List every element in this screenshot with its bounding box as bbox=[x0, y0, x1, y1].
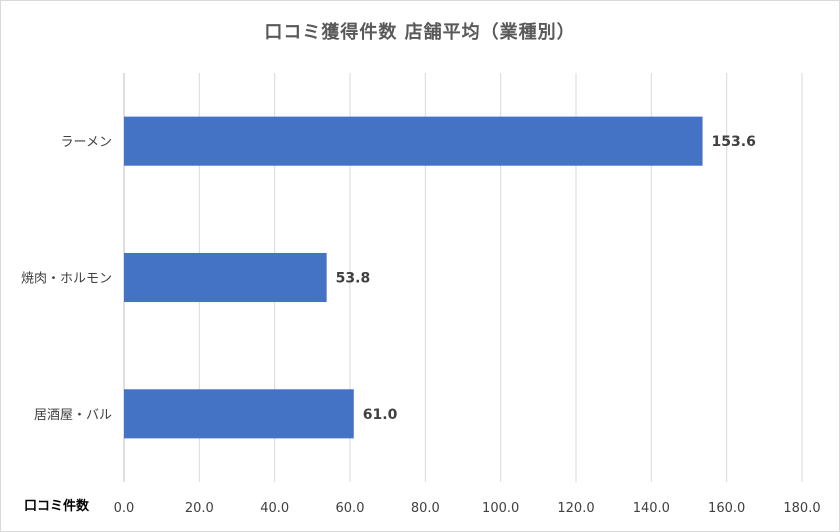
bar bbox=[124, 116, 703, 166]
x-tick-label: 60.0 bbox=[336, 501, 365, 516]
category-label: ラーメン bbox=[61, 135, 112, 150]
x-tick-label: 180.0 bbox=[783, 501, 820, 516]
x-tick-label: 140.0 bbox=[633, 501, 670, 516]
chart-title: 口コミ獲得件数 店舗平均（業種別） bbox=[264, 22, 576, 43]
data-label: 53.8 bbox=[336, 271, 371, 287]
category-label: 焼肉・ホルモン bbox=[21, 272, 112, 287]
x-tick-labels: 0.0 20.0 40.0 60.0 80.0 100.0 120.0 140.0 160.0 1… bbox=[114, 501, 821, 516]
category-label: 居酒屋・バル bbox=[34, 408, 112, 423]
data-label: 61.0 bbox=[363, 407, 398, 423]
x-tick-label: 20.0 bbox=[185, 501, 214, 516]
x-axis-title: 口コミ件数 bbox=[24, 499, 90, 514]
bars bbox=[124, 116, 703, 439]
x-tick-label: 80.0 bbox=[411, 501, 440, 516]
data-label: 153.6 bbox=[712, 134, 756, 150]
x-tick-label: 40.0 bbox=[260, 501, 289, 516]
x-tick-label: 160.0 bbox=[708, 501, 745, 516]
x-tick-label: 120.0 bbox=[557, 501, 594, 516]
bar bbox=[124, 252, 327, 303]
x-tick-label: 100.0 bbox=[482, 501, 519, 516]
bar bbox=[124, 389, 354, 439]
data-labels: 153.6 53.8 61.0 bbox=[336, 134, 756, 423]
x-tick-label: 0.0 bbox=[114, 501, 135, 516]
